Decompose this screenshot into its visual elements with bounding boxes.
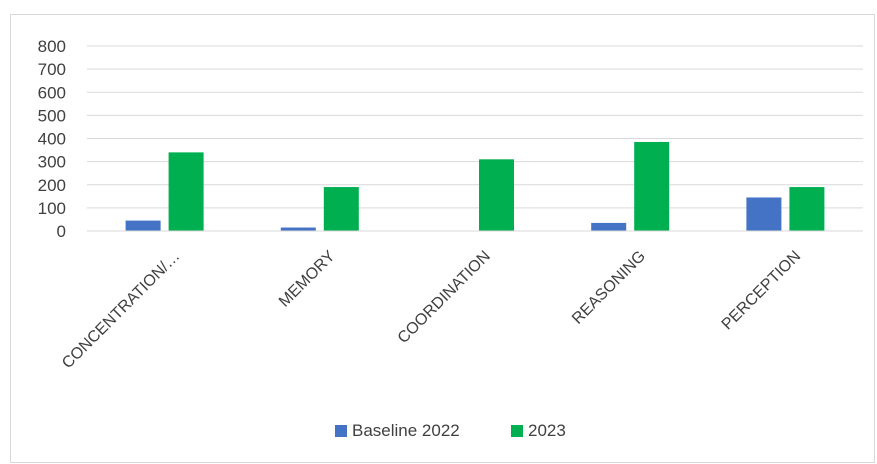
bar-baseline-2022-3 — [591, 222, 627, 231]
y-tick-label: 500 — [38, 106, 66, 125]
bar-2023-1 — [323, 187, 359, 231]
y-tick-label: 600 — [38, 83, 66, 102]
bar-2023-0 — [168, 152, 204, 231]
x-tick-label: REASONING — [569, 248, 649, 328]
bar-2023-2 — [479, 159, 514, 231]
legend-swatch-1 — [511, 425, 523, 437]
y-tick-label: 400 — [38, 130, 66, 149]
legend-label: Baseline 2022 — [352, 421, 460, 440]
chart-frame — [10, 14, 875, 463]
bar-baseline-2022-0 — [125, 220, 161, 231]
y-tick-label: 700 — [38, 60, 66, 79]
bar-baseline-2022-1 — [280, 227, 316, 231]
y-tick-label: 800 — [38, 37, 66, 56]
y-tick-label: 0 — [57, 222, 66, 241]
y-tick-label: 200 — [38, 176, 66, 195]
bar-2023-3 — [634, 141, 670, 231]
x-tick-label: CONCENTRATION/… — [59, 248, 183, 372]
legend-swatch-0 — [335, 425, 347, 437]
bar-baseline-2022-4 — [746, 197, 782, 231]
bar-2023-4 — [789, 187, 825, 231]
x-tick-label: PERCEPTION — [719, 248, 805, 334]
x-tick-label: MEMORY — [276, 248, 339, 311]
x-tick-label: COORDINATION — [395, 248, 494, 347]
y-tick-label: 100 — [38, 199, 66, 218]
legend-label: 2023 — [528, 421, 566, 440]
y-tick-label: 300 — [38, 153, 66, 172]
